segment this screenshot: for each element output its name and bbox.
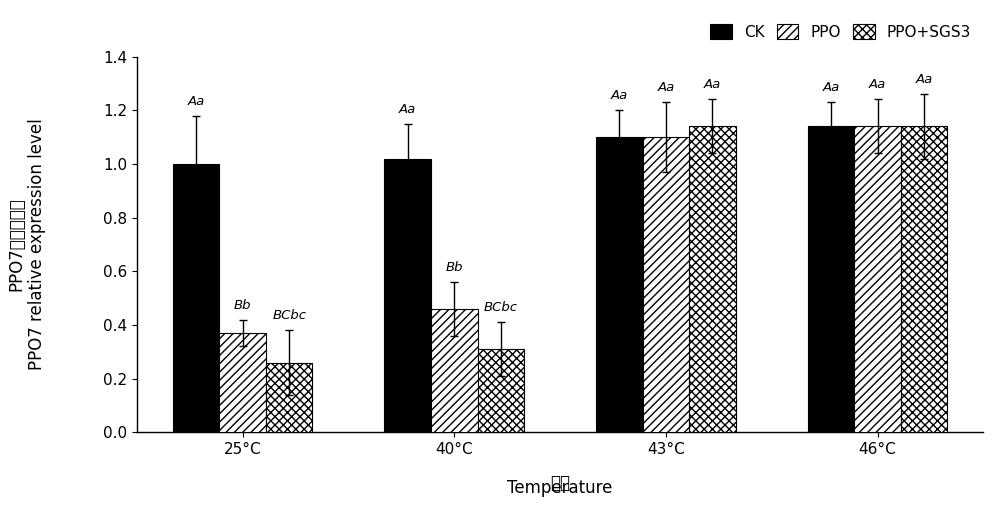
- Bar: [266, 362, 312, 432]
- Legend: CK, PPO, PPO+SGS3: CK, PPO, PPO+SGS3: [706, 19, 976, 44]
- Bar: [384, 158, 431, 432]
- Text: Bb: Bb: [446, 261, 463, 274]
- Text: PPO7相对表达量
PPO7 relative expression level: PPO7相对表达量 PPO7 relative expression level: [7, 119, 46, 370]
- Bar: [219, 333, 266, 432]
- Text: 温度: 温度: [550, 474, 570, 492]
- Bar: [173, 164, 219, 432]
- Text: Aa: Aa: [611, 89, 628, 102]
- Text: Aa: Aa: [657, 81, 675, 94]
- Text: BCbc: BCbc: [484, 301, 518, 314]
- Bar: [431, 309, 478, 432]
- Bar: [854, 126, 901, 432]
- Bar: [689, 126, 736, 432]
- Bar: [901, 126, 947, 432]
- Text: Aa: Aa: [869, 79, 886, 91]
- Text: BCbc: BCbc: [272, 309, 306, 322]
- X-axis label: Temperature: Temperature: [507, 480, 613, 498]
- Text: Aa: Aa: [822, 81, 840, 94]
- Text: Bb: Bb: [234, 299, 251, 311]
- Bar: [478, 349, 524, 432]
- Text: Aa: Aa: [704, 79, 721, 91]
- Bar: [596, 137, 643, 432]
- Bar: [808, 126, 854, 432]
- Text: Aa: Aa: [187, 95, 205, 107]
- Bar: [643, 137, 689, 432]
- Text: Aa: Aa: [915, 73, 933, 86]
- Text: Aa: Aa: [399, 103, 416, 116]
